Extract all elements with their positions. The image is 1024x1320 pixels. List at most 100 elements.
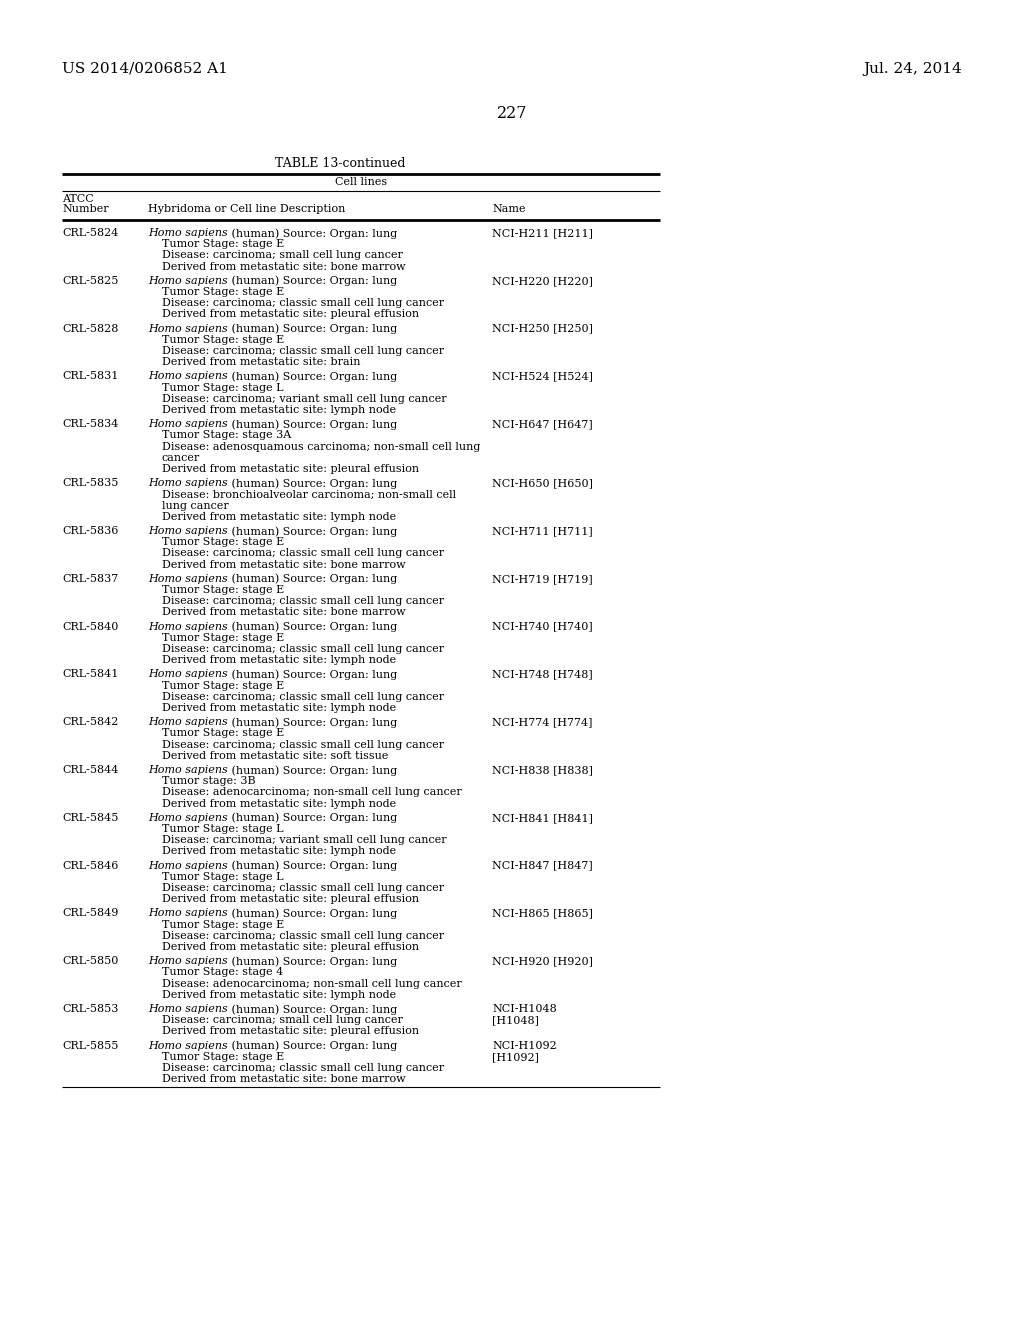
Text: Homo sapiens: Homo sapiens [148, 478, 227, 488]
Text: Derived from metastatic site: pleural effusion: Derived from metastatic site: pleural ef… [162, 1027, 419, 1036]
Text: Derived from metastatic site: bone marrow: Derived from metastatic site: bone marro… [162, 1074, 406, 1084]
Text: NCI-H920 [H920]: NCI-H920 [H920] [492, 956, 593, 966]
Text: (human) Source: Organ: lung: (human) Source: Organ: lung [227, 478, 397, 488]
Text: Homo sapiens: Homo sapiens [148, 813, 227, 822]
Text: Disease: carcinoma; classic small cell lung cancer: Disease: carcinoma; classic small cell l… [162, 883, 444, 894]
Text: Derived from metastatic site: lymph node: Derived from metastatic site: lymph node [162, 990, 396, 999]
Text: Homo sapiens: Homo sapiens [148, 228, 227, 238]
Text: Homo sapiens: Homo sapiens [148, 1005, 227, 1014]
Text: CRL-5840: CRL-5840 [62, 622, 119, 631]
Text: CRL-5836: CRL-5836 [62, 525, 119, 536]
Text: Disease: carcinoma; classic small cell lung cancer: Disease: carcinoma; classic small cell l… [162, 692, 444, 702]
Text: Tumor Stage: stage E: Tumor Stage: stage E [162, 335, 285, 345]
Text: lung cancer: lung cancer [162, 500, 228, 511]
Text: CRL-5844: CRL-5844 [62, 766, 119, 775]
Text: CRL-5828: CRL-5828 [62, 323, 119, 334]
Text: NCI-H250 [H250]: NCI-H250 [H250] [492, 323, 593, 334]
Text: (human) Source: Organ: lung: (human) Source: Organ: lung [227, 420, 397, 430]
Text: (human) Source: Organ: lung: (human) Source: Organ: lung [227, 908, 397, 919]
Text: Derived from metastatic site: pleural effusion: Derived from metastatic site: pleural ef… [162, 465, 419, 474]
Text: Disease: adenosquamous carcinoma; non-small cell lung: Disease: adenosquamous carcinoma; non-sm… [162, 442, 480, 451]
Text: Jul. 24, 2014: Jul. 24, 2014 [863, 62, 962, 77]
Text: US 2014/0206852 A1: US 2014/0206852 A1 [62, 62, 228, 77]
Text: Disease: bronchioalveolar carcinoma; non-small cell: Disease: bronchioalveolar carcinoma; non… [162, 490, 456, 499]
Text: Homo sapiens: Homo sapiens [148, 622, 227, 631]
Text: CRL-5837: CRL-5837 [62, 574, 118, 583]
Text: (human) Source: Organ: lung: (human) Source: Organ: lung [227, 717, 397, 727]
Text: Tumor Stage: stage E: Tumor Stage: stage E [162, 585, 285, 595]
Text: Hybridoma or Cell line Description: Hybridoma or Cell line Description [148, 205, 345, 214]
Text: (human) Source: Organ: lung: (human) Source: Organ: lung [227, 525, 397, 536]
Text: Tumor Stage: stage E: Tumor Stage: stage E [162, 632, 285, 643]
Text: Disease: carcinoma; classic small cell lung cancer: Disease: carcinoma; classic small cell l… [162, 346, 444, 356]
Text: Homo sapiens: Homo sapiens [148, 371, 227, 381]
Text: CRL-5845: CRL-5845 [62, 813, 119, 822]
Text: CRL-5846: CRL-5846 [62, 861, 119, 871]
Text: [H1092]: [H1092] [492, 1052, 539, 1061]
Text: NCI-H740 [H740]: NCI-H740 [H740] [492, 622, 593, 631]
Text: (human) Source: Organ: lung: (human) Source: Organ: lung [227, 276, 397, 286]
Text: CRL-5835: CRL-5835 [62, 478, 119, 488]
Text: Disease: carcinoma; classic small cell lung cancer: Disease: carcinoma; classic small cell l… [162, 597, 444, 606]
Text: TABLE 13-continued: TABLE 13-continued [274, 157, 406, 170]
Text: Derived from metastatic site: lymph node: Derived from metastatic site: lymph node [162, 655, 396, 665]
Text: Disease: adenocarcinoma; non-small cell lung cancer: Disease: adenocarcinoma; non-small cell … [162, 788, 462, 797]
Text: CRL-5850: CRL-5850 [62, 956, 119, 966]
Text: NCI-H1092: NCI-H1092 [492, 1040, 557, 1051]
Text: (human) Source: Organ: lung: (human) Source: Organ: lung [227, 669, 397, 680]
Text: NCI-H220 [H220]: NCI-H220 [H220] [492, 276, 593, 286]
Text: Disease: carcinoma; variant small cell lung cancer: Disease: carcinoma; variant small cell l… [162, 836, 446, 845]
Text: Derived from metastatic site: pleural effusion: Derived from metastatic site: pleural ef… [162, 942, 419, 952]
Text: CRL-5825: CRL-5825 [62, 276, 119, 286]
Text: Homo sapiens: Homo sapiens [148, 525, 227, 536]
Text: Tumor Stage: stage E: Tumor Stage: stage E [162, 239, 285, 249]
Text: Tumor Stage: stage 3A: Tumor Stage: stage 3A [162, 430, 291, 441]
Text: Derived from metastatic site: lymph node: Derived from metastatic site: lymph node [162, 405, 396, 414]
Text: (human) Source: Organ: lung: (human) Source: Organ: lung [227, 1005, 397, 1015]
Text: (human) Source: Organ: lung: (human) Source: Organ: lung [227, 956, 397, 966]
Text: Disease: carcinoma; classic small cell lung cancer: Disease: carcinoma; classic small cell l… [162, 1063, 444, 1073]
Text: Cell lines: Cell lines [335, 177, 387, 187]
Text: Derived from metastatic site: lymph node: Derived from metastatic site: lymph node [162, 512, 396, 521]
Text: Homo sapiens: Homo sapiens [148, 766, 227, 775]
Text: CRL-5853: CRL-5853 [62, 1005, 119, 1014]
Text: NCI-H211 [H211]: NCI-H211 [H211] [492, 228, 593, 238]
Text: Homo sapiens: Homo sapiens [148, 669, 227, 680]
Text: Disease: carcinoma; variant small cell lung cancer: Disease: carcinoma; variant small cell l… [162, 393, 446, 404]
Text: Tumor stage: 3B: Tumor stage: 3B [162, 776, 256, 787]
Text: Name: Name [492, 205, 525, 214]
Text: (human) Source: Organ: lung: (human) Source: Organ: lung [227, 574, 397, 585]
Text: NCI-H650 [H650]: NCI-H650 [H650] [492, 478, 593, 488]
Text: (human) Source: Organ: lung: (human) Source: Organ: lung [227, 766, 397, 776]
Text: Derived from metastatic site: bone marrow: Derived from metastatic site: bone marro… [162, 607, 406, 618]
Text: Homo sapiens: Homo sapiens [148, 1040, 227, 1051]
Text: Homo sapiens: Homo sapiens [148, 717, 227, 727]
Text: CRL-5849: CRL-5849 [62, 908, 119, 919]
Text: Homo sapiens: Homo sapiens [148, 908, 227, 919]
Text: Homo sapiens: Homo sapiens [148, 420, 227, 429]
Text: Derived from metastatic site: lymph node: Derived from metastatic site: lymph node [162, 799, 396, 809]
Text: Tumor Stage: stage L: Tumor Stage: stage L [162, 383, 284, 392]
Text: NCI-H865 [H865]: NCI-H865 [H865] [492, 908, 593, 919]
Text: Derived from metastatic site: pleural effusion: Derived from metastatic site: pleural ef… [162, 309, 419, 319]
Text: (human) Source: Organ: lung: (human) Source: Organ: lung [227, 813, 397, 824]
Text: Tumor Stage: stage E: Tumor Stage: stage E [162, 1052, 285, 1061]
Text: Disease: adenocarcinoma; non-small cell lung cancer: Disease: adenocarcinoma; non-small cell … [162, 978, 462, 989]
Text: Homo sapiens: Homo sapiens [148, 276, 227, 286]
Text: Disease: carcinoma; small cell lung cancer: Disease: carcinoma; small cell lung canc… [162, 1015, 402, 1026]
Text: NCI-H774 [H774]: NCI-H774 [H774] [492, 717, 593, 727]
Text: CRL-5831: CRL-5831 [62, 371, 119, 381]
Text: Tumor Stage: stage E: Tumor Stage: stage E [162, 286, 285, 297]
Text: NCI-H647 [H647]: NCI-H647 [H647] [492, 420, 593, 429]
Text: Homo sapiens: Homo sapiens [148, 861, 227, 871]
Text: NCI-H1048: NCI-H1048 [492, 1005, 557, 1014]
Text: Tumor Stage: stage L: Tumor Stage: stage L [162, 824, 284, 834]
Text: NCI-H748 [H748]: NCI-H748 [H748] [492, 669, 593, 680]
Text: Disease: carcinoma; classic small cell lung cancer: Disease: carcinoma; classic small cell l… [162, 644, 444, 653]
Text: CRL-5855: CRL-5855 [62, 1040, 119, 1051]
Text: Tumor Stage: stage E: Tumor Stage: stage E [162, 729, 285, 738]
Text: Derived from metastatic site: bone marrow: Derived from metastatic site: bone marro… [162, 261, 406, 272]
Text: CRL-5842: CRL-5842 [62, 717, 119, 727]
Text: CRL-5824: CRL-5824 [62, 228, 119, 238]
Text: Disease: carcinoma; classic small cell lung cancer: Disease: carcinoma; classic small cell l… [162, 298, 444, 308]
